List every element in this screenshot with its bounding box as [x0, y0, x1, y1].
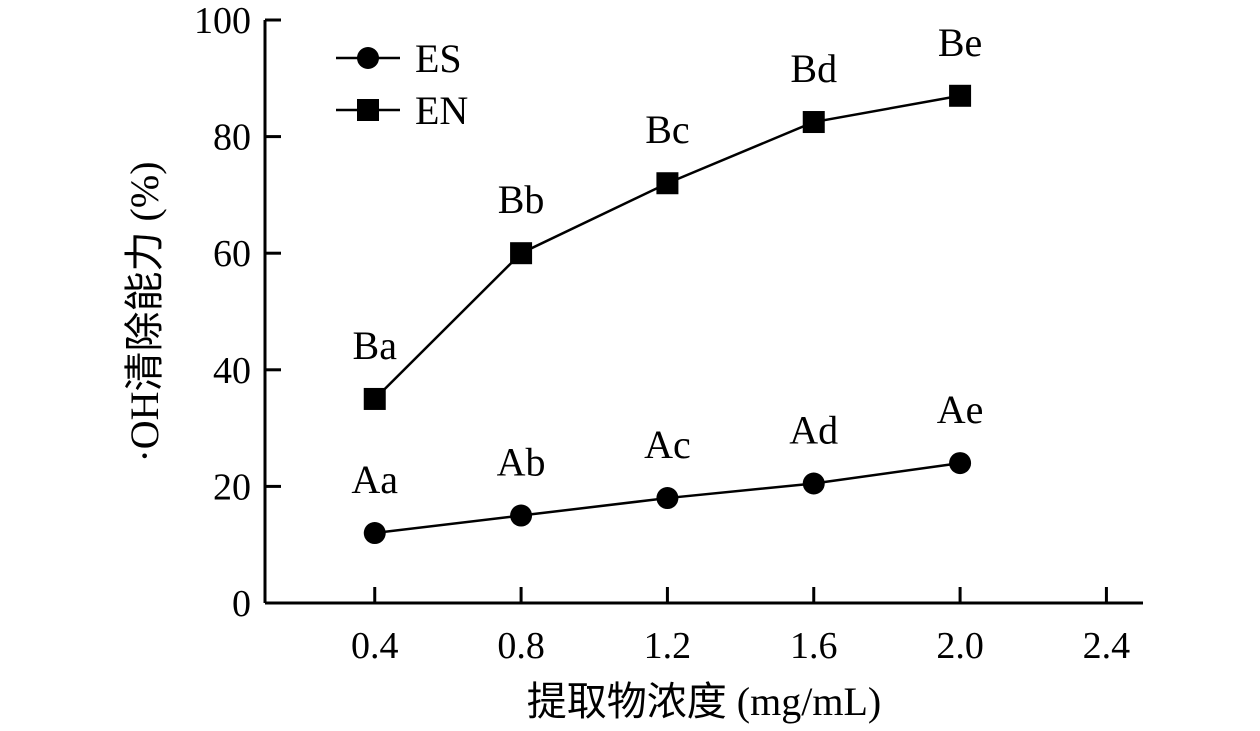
legend-marker-es [357, 47, 379, 69]
data-label-en: Be [938, 20, 982, 65]
data-label-en: Bd [790, 46, 837, 91]
legend-item-es: ES [336, 36, 462, 81]
data-point-en [949, 84, 972, 107]
legend-label-en: EN [415, 88, 468, 133]
x-tick-label: 2.0 [936, 625, 984, 667]
data-point-es [363, 522, 386, 545]
legend-marker-en [357, 99, 379, 121]
y-tick-label: 40 [213, 350, 251, 392]
y-tick-label: 20 [213, 466, 251, 508]
x-tick-label: 0.4 [351, 625, 399, 667]
data-point-en [802, 111, 825, 134]
y-axis-label: ·OH清除能力 (%) [122, 161, 167, 462]
data-point-es [949, 452, 972, 475]
data-point-es [510, 504, 533, 527]
series-layer: Aa Ab Ac Ad Ae Ba Bb Bc Bd Be [351, 20, 984, 545]
data-point-es [656, 487, 679, 510]
data-label-en: Bc [645, 107, 689, 152]
series-en: Ba Bb Bc Bd Be [353, 20, 982, 410]
series-es: Aa Ab Ac Ad Ae [351, 387, 984, 545]
data-point-en [656, 172, 679, 195]
y-ticks: 0 20 40 60 80 100 [194, 0, 281, 625]
x-tick-label: 0.8 [497, 625, 545, 667]
legend: ES EN [336, 36, 468, 133]
data-label-en: Ba [353, 323, 398, 368]
x-axis-label: 提取物浓度 (mg/mL) [527, 679, 881, 724]
data-label-en: Bb [498, 177, 545, 222]
x-tick-label: 1.6 [790, 625, 838, 667]
data-label-es: Aa [351, 457, 398, 502]
data-label-es: Ac [644, 422, 691, 467]
x-ticks: 0.4 0.8 1.2 1.6 2.0 2.4 [351, 587, 1130, 667]
y-tick-label: 0 [232, 583, 251, 625]
x-tick-label: 2.4 [1083, 625, 1131, 667]
data-label-es: Ae [937, 387, 984, 432]
data-point-en [363, 387, 386, 410]
legend-item-en: EN [336, 88, 468, 133]
y-tick-label: 80 [213, 117, 251, 159]
data-point-en [510, 242, 533, 265]
data-label-es: Ab [497, 440, 546, 485]
data-label-es: Ad [789, 407, 838, 452]
x-tick-label: 1.2 [644, 625, 692, 667]
data-point-es [802, 472, 825, 495]
y-tick-label: 60 [213, 233, 251, 275]
y-tick-label: 100 [194, 0, 251, 42]
legend-label-es: ES [415, 36, 462, 81]
